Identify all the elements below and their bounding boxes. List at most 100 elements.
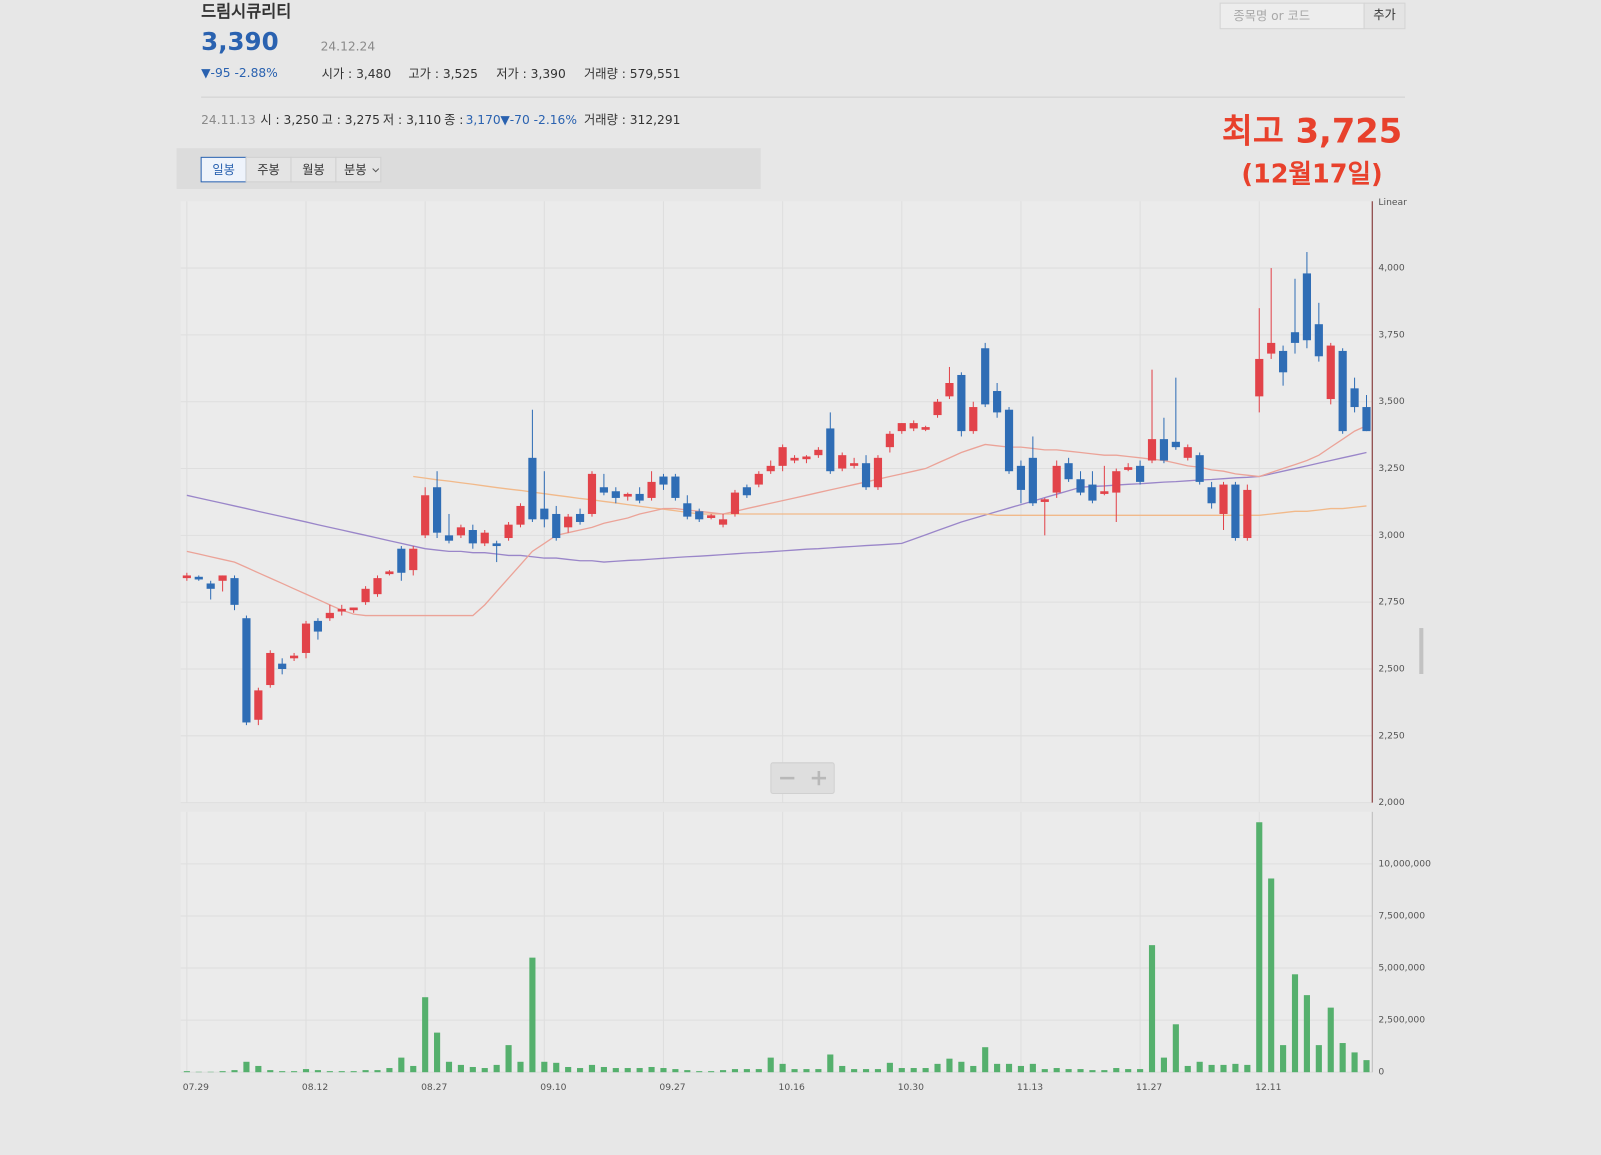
volume-bar bbox=[469, 1066, 476, 1073]
candle-body bbox=[957, 374, 966, 432]
volume-bar bbox=[291, 1071, 298, 1073]
volume-bar bbox=[1280, 1045, 1287, 1073]
volume-bar bbox=[946, 1058, 953, 1073]
add-button[interactable] bbox=[1363, 2, 1406, 30]
candle-body bbox=[683, 503, 692, 517]
volume-bar bbox=[1232, 1063, 1239, 1073]
volume-bar bbox=[922, 1068, 929, 1073]
quote-item: 고 : 3,275 bbox=[322, 113, 380, 127]
candle-body bbox=[659, 476, 668, 485]
candle-body bbox=[492, 543, 501, 547]
candle-body bbox=[1088, 484, 1097, 501]
volume-bar bbox=[1148, 945, 1156, 1073]
y-tick-label: 3,250 bbox=[1378, 463, 1404, 474]
volume-bar bbox=[529, 957, 536, 1073]
candle-body bbox=[1362, 407, 1371, 432]
candle-body bbox=[540, 508, 549, 520]
volume-bar bbox=[338, 1071, 345, 1073]
tab[interactable] bbox=[245, 156, 292, 183]
volume-bar bbox=[362, 1070, 369, 1073]
candle-body bbox=[1302, 273, 1312, 341]
candle-body bbox=[206, 583, 215, 589]
volume-bar bbox=[243, 1061, 250, 1073]
quote-item: 종 : bbox=[444, 113, 463, 127]
candle-body bbox=[385, 571, 394, 575]
volume-bar bbox=[1303, 995, 1310, 1073]
volume-bar bbox=[1005, 1063, 1013, 1073]
quote-item: 시 : 3,250 bbox=[260, 113, 318, 127]
tab[interactable] bbox=[200, 156, 247, 183]
y-tick-label: 0 bbox=[1378, 1067, 1384, 1078]
candle-body bbox=[1052, 465, 1061, 493]
candle-body bbox=[242, 618, 251, 723]
volume-bar bbox=[1113, 1068, 1120, 1073]
candle-body bbox=[671, 476, 680, 498]
candle-body bbox=[945, 382, 954, 397]
stat: 저가 : 3,390 bbox=[496, 67, 566, 81]
candle-body bbox=[933, 401, 942, 416]
volume-bar bbox=[1065, 1069, 1072, 1073]
quote-item: 24.11.13 bbox=[201, 113, 256, 127]
volume-bar bbox=[422, 997, 429, 1073]
volume-bar bbox=[279, 1071, 286, 1073]
candle-body bbox=[814, 449, 823, 456]
search-box[interactable] bbox=[1219, 2, 1365, 30]
x-tick-label: 10.16 bbox=[779, 1082, 805, 1093]
volume-bar bbox=[267, 1070, 274, 1073]
candle-body bbox=[337, 608, 346, 612]
candle-body bbox=[969, 407, 978, 432]
candle-body bbox=[1159, 439, 1169, 461]
candle-body bbox=[397, 548, 406, 573]
volume-bar bbox=[541, 1061, 548, 1073]
stat: 거래량 : 579,551 bbox=[584, 67, 680, 81]
annotation: 최고 3,725 bbox=[1222, 111, 1402, 150]
candle-body bbox=[432, 487, 442, 533]
scrollbar[interactable] bbox=[1419, 628, 1424, 674]
volume-bar bbox=[1077, 1069, 1084, 1073]
quote-item: 3,170 bbox=[466, 113, 501, 127]
candle-body bbox=[921, 427, 930, 430]
zoom-control[interactable] bbox=[770, 762, 835, 794]
volume-bar bbox=[898, 1068, 905, 1073]
volume-bar bbox=[1220, 1064, 1227, 1073]
chevron-icon bbox=[372, 168, 380, 173]
volume-bar bbox=[183, 1071, 190, 1073]
y-tick-label: 3,500 bbox=[1378, 396, 1404, 407]
candle-body bbox=[861, 463, 871, 488]
volume-bar bbox=[827, 1054, 834, 1073]
candle-body bbox=[635, 493, 644, 501]
candle-body bbox=[182, 575, 191, 579]
candle-body bbox=[1004, 409, 1014, 472]
x-tick-label: 11.13 bbox=[1017, 1082, 1043, 1093]
candle-body bbox=[254, 690, 263, 720]
candle-body bbox=[1279, 350, 1288, 373]
candle-body bbox=[599, 487, 608, 493]
x-tick-label: 12.11 bbox=[1255, 1082, 1281, 1093]
candle-body bbox=[1016, 465, 1026, 490]
volume-bar bbox=[708, 1071, 715, 1073]
candle-body bbox=[623, 493, 632, 497]
volume-bar bbox=[302, 1069, 310, 1073]
y-tick-label: 2,750 bbox=[1378, 597, 1404, 608]
volume-bar bbox=[517, 1061, 524, 1073]
candle-body bbox=[373, 578, 382, 595]
volume-bar bbox=[672, 1069, 679, 1073]
candle-body bbox=[504, 524, 513, 539]
volume-bar bbox=[648, 1066, 655, 1073]
volume-bar bbox=[445, 1061, 453, 1073]
candle-body bbox=[1136, 465, 1145, 482]
tab-label: 월봉 bbox=[302, 163, 325, 177]
volume-bar bbox=[839, 1065, 846, 1073]
volume-bar bbox=[1137, 1069, 1144, 1073]
candle-body bbox=[981, 348, 990, 405]
volume-bar bbox=[434, 1032, 441, 1073]
x-tick-label: 09.10 bbox=[540, 1082, 566, 1093]
tab[interactable] bbox=[290, 156, 337, 183]
volume-bar bbox=[350, 1071, 357, 1073]
volume-bar bbox=[1017, 1065, 1025, 1073]
candle-body bbox=[1064, 463, 1073, 480]
candle-body bbox=[516, 505, 525, 525]
stat: 고가 : 3,525 bbox=[408, 67, 478, 81]
y-tick-label: 10,000,000 bbox=[1378, 858, 1431, 869]
moving-average bbox=[186, 451, 1367, 563]
